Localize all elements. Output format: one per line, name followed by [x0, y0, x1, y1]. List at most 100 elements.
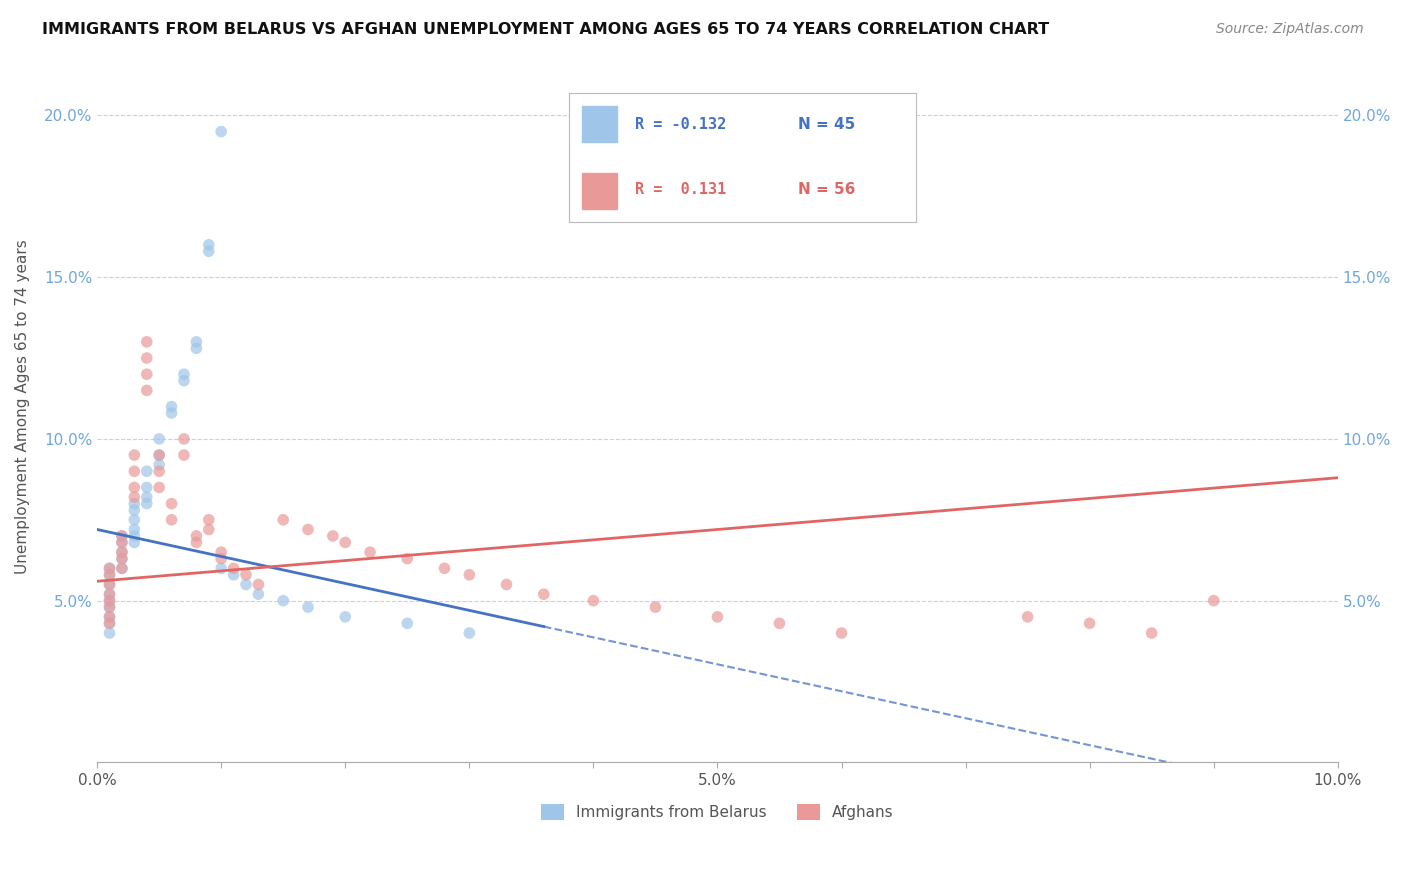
- Point: [533, 587, 555, 601]
- Point: [135, 384, 157, 398]
- Point: [148, 432, 170, 446]
- Point: [148, 480, 170, 494]
- Point: [297, 523, 319, 537]
- Point: [173, 432, 195, 446]
- Point: [148, 448, 170, 462]
- Point: [396, 551, 419, 566]
- Point: [186, 334, 208, 349]
- Point: [1017, 610, 1039, 624]
- Point: [173, 374, 195, 388]
- Point: [124, 490, 146, 504]
- Point: [111, 561, 134, 575]
- Point: [98, 610, 121, 624]
- Point: [186, 535, 208, 549]
- Point: [197, 237, 219, 252]
- Point: [111, 545, 134, 559]
- Point: [359, 545, 381, 559]
- Point: [173, 448, 195, 462]
- Point: [209, 561, 232, 575]
- Point: [271, 593, 294, 607]
- Point: [111, 529, 134, 543]
- Point: [98, 616, 121, 631]
- Legend: Immigrants from Belarus, Afghans: Immigrants from Belarus, Afghans: [534, 797, 900, 826]
- Point: [98, 593, 121, 607]
- Point: [98, 587, 121, 601]
- Point: [124, 523, 146, 537]
- Point: [582, 593, 605, 607]
- Point: [322, 529, 344, 543]
- Point: [222, 567, 245, 582]
- Point: [186, 529, 208, 543]
- Point: [111, 561, 134, 575]
- Point: [197, 523, 219, 537]
- Point: [644, 600, 666, 615]
- Point: [98, 610, 121, 624]
- Point: [160, 513, 183, 527]
- Point: [135, 490, 157, 504]
- Point: [98, 577, 121, 591]
- Point: [98, 567, 121, 582]
- Text: IMMIGRANTS FROM BELARUS VS AFGHAN UNEMPLOYMENT AMONG AGES 65 TO 74 YEARS CORRELA: IMMIGRANTS FROM BELARUS VS AFGHAN UNEMPL…: [42, 22, 1049, 37]
- Point: [98, 587, 121, 601]
- Point: [271, 513, 294, 527]
- Point: [98, 600, 121, 615]
- Point: [209, 551, 232, 566]
- Point: [831, 626, 853, 640]
- Point: [458, 626, 481, 640]
- Point: [160, 406, 183, 420]
- Point: [148, 448, 170, 462]
- Point: [124, 535, 146, 549]
- Point: [111, 535, 134, 549]
- Point: [135, 334, 157, 349]
- Point: [124, 529, 146, 543]
- Point: [148, 458, 170, 472]
- Point: [197, 244, 219, 259]
- Point: [111, 535, 134, 549]
- Point: [495, 577, 517, 591]
- Point: [768, 616, 790, 631]
- Point: [197, 513, 219, 527]
- Point: [433, 561, 456, 575]
- Point: [1202, 593, 1225, 607]
- Point: [235, 567, 257, 582]
- Point: [135, 351, 157, 365]
- Point: [98, 616, 121, 631]
- Point: [235, 577, 257, 591]
- Point: [173, 368, 195, 382]
- Point: [98, 600, 121, 615]
- Point: [98, 593, 121, 607]
- Point: [458, 567, 481, 582]
- Text: Source: ZipAtlas.com: Source: ZipAtlas.com: [1216, 22, 1364, 37]
- Point: [135, 368, 157, 382]
- Point: [135, 497, 157, 511]
- Point: [1140, 626, 1163, 640]
- Point: [111, 529, 134, 543]
- Point: [706, 610, 728, 624]
- Point: [111, 551, 134, 566]
- Point: [335, 535, 357, 549]
- Point: [98, 577, 121, 591]
- Point: [124, 497, 146, 511]
- Point: [111, 551, 134, 566]
- Point: [160, 400, 183, 414]
- Point: [124, 503, 146, 517]
- Point: [98, 561, 121, 575]
- Point: [148, 464, 170, 478]
- Point: [124, 464, 146, 478]
- Point: [135, 480, 157, 494]
- Point: [1078, 616, 1101, 631]
- Point: [396, 616, 419, 631]
- Point: [186, 341, 208, 355]
- Point: [209, 124, 232, 138]
- Point: [209, 545, 232, 559]
- Point: [98, 626, 121, 640]
- Point: [135, 464, 157, 478]
- Point: [335, 610, 357, 624]
- Point: [111, 545, 134, 559]
- Point: [160, 497, 183, 511]
- Point: [124, 448, 146, 462]
- Point: [247, 577, 270, 591]
- Point: [124, 480, 146, 494]
- Point: [124, 513, 146, 527]
- Point: [98, 567, 121, 582]
